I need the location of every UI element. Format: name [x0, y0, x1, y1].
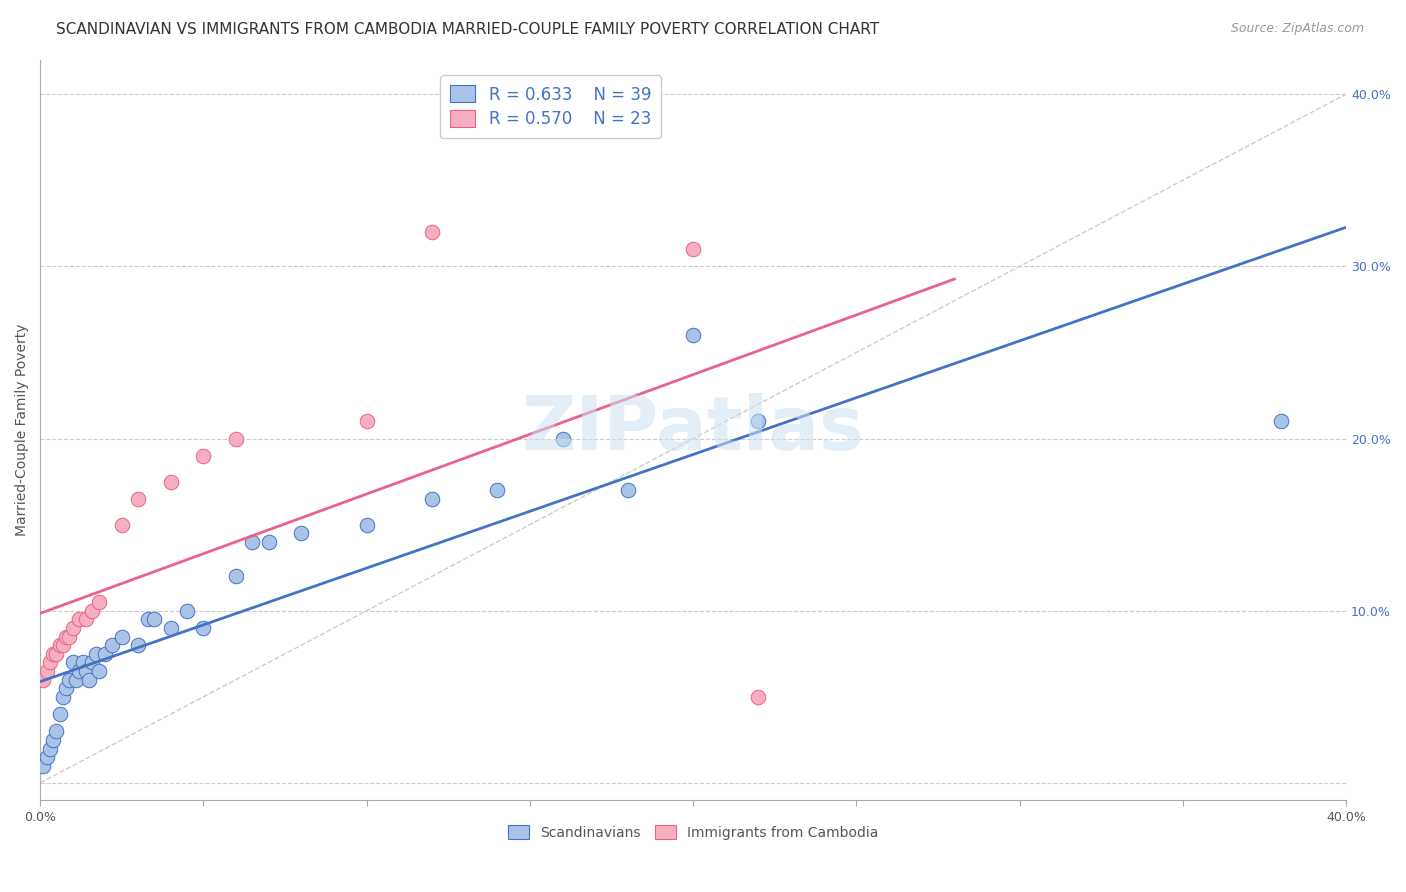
Point: [682, 242, 704, 256]
Point: [193, 449, 215, 463]
Point: [127, 491, 149, 506]
Point: [420, 491, 443, 506]
Point: [82, 604, 104, 618]
Point: [62, 656, 84, 670]
Point: [176, 604, 198, 618]
Point: [77, 673, 100, 687]
Point: [111, 630, 134, 644]
Point: [67, 664, 90, 678]
Point: [32, 758, 55, 772]
Point: [38, 656, 60, 670]
Point: [87, 664, 110, 678]
Point: [72, 656, 94, 670]
Point: [747, 414, 769, 428]
Point: [356, 414, 378, 428]
Point: [58, 673, 80, 687]
Point: [48, 707, 70, 722]
Point: [193, 621, 215, 635]
Point: [356, 517, 378, 532]
Point: [42, 647, 65, 661]
Point: [62, 621, 84, 635]
Point: [67, 612, 90, 626]
Point: [52, 638, 75, 652]
Point: [45, 724, 67, 739]
Point: [65, 673, 87, 687]
Text: SCANDINAVIAN VS IMMIGRANTS FROM CAMBODIA MARRIED-COUPLE FAMILY POVERTY CORRELATI: SCANDINAVIAN VS IMMIGRANTS FROM CAMBODIA…: [56, 22, 879, 37]
Legend: Scandinavians, Immigrants from Cambodia: Scandinavians, Immigrants from Cambodia: [503, 819, 883, 845]
Point: [159, 475, 181, 489]
Text: ZIPatlas: ZIPatlas: [522, 393, 865, 467]
Point: [257, 534, 280, 549]
Point: [682, 328, 704, 343]
Point: [159, 621, 181, 635]
Point: [75, 612, 97, 626]
Point: [45, 647, 67, 661]
Point: [84, 647, 107, 661]
Point: [35, 664, 58, 678]
Point: [420, 225, 443, 239]
Point: [240, 534, 263, 549]
Point: [101, 638, 124, 652]
Point: [75, 664, 97, 678]
Point: [143, 612, 166, 626]
Point: [42, 732, 65, 747]
Text: Source: ZipAtlas.com: Source: ZipAtlas.com: [1230, 22, 1364, 36]
Point: [32, 673, 55, 687]
Point: [486, 483, 509, 498]
Point: [58, 630, 80, 644]
Point: [52, 690, 75, 704]
Point: [617, 483, 640, 498]
Point: [1270, 414, 1292, 428]
Point: [551, 432, 574, 446]
Y-axis label: Married-Couple Family Poverty: Married-Couple Family Poverty: [15, 324, 30, 536]
Point: [290, 526, 312, 541]
Point: [111, 517, 134, 532]
Point: [747, 690, 769, 704]
Point: [35, 750, 58, 764]
Point: [48, 638, 70, 652]
Point: [55, 630, 77, 644]
Point: [127, 638, 149, 652]
Point: [87, 595, 110, 609]
Point: [136, 612, 159, 626]
Point: [38, 741, 60, 756]
Point: [82, 656, 104, 670]
Point: [94, 647, 117, 661]
Point: [225, 432, 247, 446]
Point: [55, 681, 77, 696]
Point: [225, 569, 247, 583]
